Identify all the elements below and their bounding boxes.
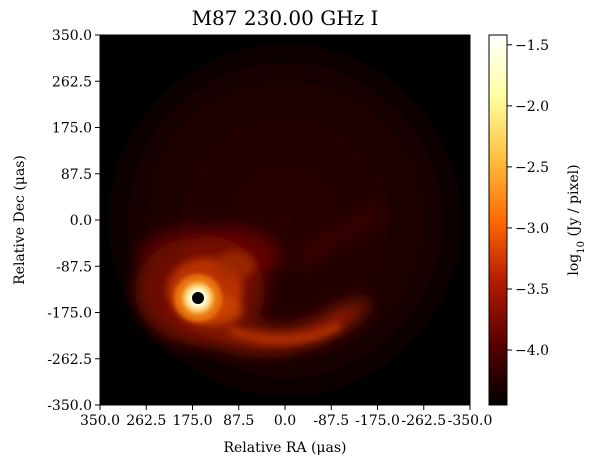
x-axis-ticks: 350.0 262.5 175.0 87.5 0.0 -87.5 -175.0 -262.5-…: [80, 405, 492, 429]
colorbar-tick-label: −4.0: [515, 343, 549, 359]
x-tick-label: 175.0: [172, 413, 212, 429]
x-tick-label: -87.5: [313, 413, 349, 429]
y-axis-ticks: 350.0 262.5 175.0 87.5 0.0 -87.5 -175.0 -262.5 -…: [47, 28, 100, 414]
x-tick-label: 87.5: [223, 413, 254, 429]
y-tick-label: -350.0: [47, 398, 92, 414]
y-axis-label: Relative Dec (μas): [12, 155, 28, 285]
x-tick-label: -262.5: [401, 413, 446, 429]
x-tick-label: -350.0: [448, 413, 493, 429]
colorbar-tick-label: −2.5: [515, 160, 549, 176]
ring-shadow: [192, 292, 204, 304]
colorbar-tick-label: −2.0: [515, 99, 549, 115]
y-tick-label: 175.0: [52, 121, 92, 137]
colorbar-label: log10 (Jy / pixel): [566, 164, 587, 275]
x-tick-label: -175.0: [355, 413, 400, 429]
x-tick-label: 350.0: [80, 413, 120, 429]
colorbar-tick-label: −1.5: [515, 38, 549, 54]
x-axis-label: Relative RA (μas): [223, 440, 346, 456]
chart-title: M87 230.00 GHz I: [192, 6, 379, 30]
colorbar-tick-label: −3.0: [515, 221, 549, 237]
y-tick-label: 350.0: [52, 28, 92, 44]
colorbar-tick-label: −3.5: [515, 282, 549, 298]
y-tick-label: 262.5: [52, 74, 92, 90]
x-tick-label: 262.5: [126, 413, 166, 429]
colorbar-ticks: −1.5 −2.0 −2.5 −3.0 −3.5 −4.0: [507, 38, 549, 359]
colorbar-gradient: [488, 34, 508, 406]
x-tick-label: 0.0: [274, 413, 296, 429]
y-tick-label: -175.0: [47, 306, 92, 322]
y-tick-label: -87.5: [56, 259, 92, 275]
y-tick-label: 0.0: [70, 213, 92, 229]
heatmap-image: [100, 35, 470, 405]
colorbar: −1.5 −2.0 −2.5 −3.0 −3.5 −4.0 log10 (Jy / pix…: [488, 34, 587, 406]
y-tick-label: -262.5: [47, 352, 92, 368]
y-tick-label: 87.5: [61, 167, 92, 183]
